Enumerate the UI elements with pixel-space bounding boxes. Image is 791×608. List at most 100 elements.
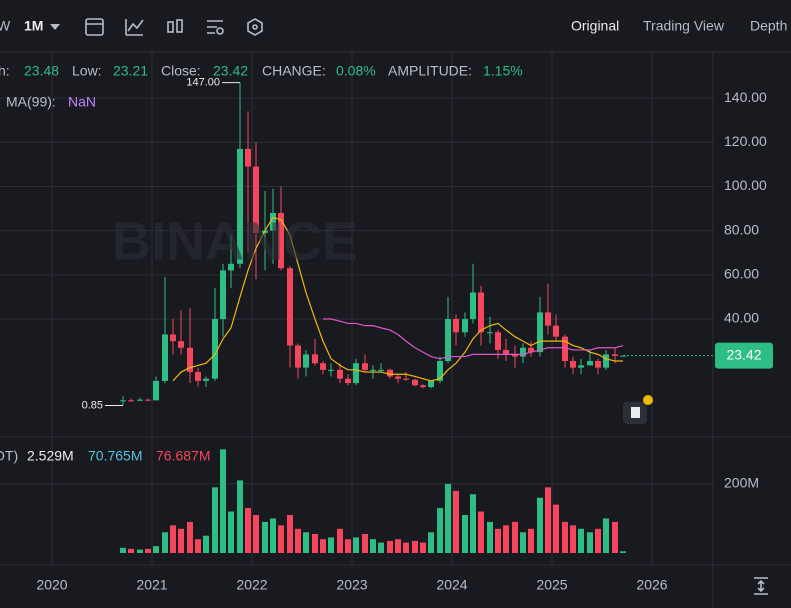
annotation-label: 0.85 bbox=[82, 399, 103, 411]
candle-body bbox=[187, 347, 193, 373]
volume-bar bbox=[395, 539, 401, 553]
candle-body bbox=[170, 334, 176, 342]
candle-body bbox=[287, 268, 293, 346]
volume-bar bbox=[203, 535, 209, 553]
volume-bar bbox=[353, 537, 359, 553]
candle-body bbox=[303, 354, 309, 368]
volume-bar bbox=[303, 532, 309, 553]
toolbar-icons[interactable] bbox=[85, 18, 263, 36]
view-tab[interactable]: Depth bbox=[750, 18, 787, 34]
candle-body bbox=[153, 380, 159, 401]
candle-body bbox=[612, 354, 618, 356]
candle-body bbox=[528, 347, 534, 353]
interval-tab[interactable]: W bbox=[0, 18, 11, 34]
candle-body bbox=[437, 360, 443, 381]
candle-body bbox=[603, 354, 609, 368]
dropdown-caret[interactable] bbox=[50, 24, 60, 30]
volume-bar bbox=[412, 540, 418, 553]
candle-body bbox=[453, 319, 459, 333]
volume-bar bbox=[153, 546, 159, 553]
x-tick-label: 2023 bbox=[336, 577, 367, 593]
candle-body bbox=[462, 319, 468, 333]
x-tick-label: 2022 bbox=[236, 577, 267, 593]
last-price-label: 23.42 bbox=[726, 346, 761, 362]
candle-body bbox=[337, 369, 343, 379]
volume-bar bbox=[370, 539, 376, 553]
info-value: 1.15% bbox=[483, 63, 523, 79]
candle-body bbox=[570, 360, 576, 368]
y-tick-label: 120.00 bbox=[724, 133, 767, 149]
volume-bar bbox=[287, 514, 293, 553]
volume-bar bbox=[520, 532, 526, 553]
ma-line bbox=[172, 216, 623, 382]
volume-label: OT) bbox=[0, 448, 18, 464]
candle-body bbox=[295, 345, 301, 368]
candle-body bbox=[503, 349, 509, 355]
volume-bar bbox=[328, 537, 334, 553]
y-tick-label: 140.00 bbox=[724, 89, 767, 105]
volume-bar bbox=[512, 521, 518, 553]
volume-bar bbox=[137, 549, 143, 553]
volume-bar bbox=[262, 521, 268, 553]
candle-body bbox=[162, 334, 168, 381]
volume-bar bbox=[220, 449, 226, 553]
view-tab-active[interactable]: Original bbox=[571, 18, 619, 34]
candle-body bbox=[237, 148, 243, 264]
volume-bar bbox=[378, 542, 384, 553]
volume-bar bbox=[195, 539, 201, 553]
volume-bar bbox=[253, 514, 259, 553]
volume-bar bbox=[295, 528, 301, 553]
fullscreen-icon[interactable] bbox=[754, 577, 768, 595]
volume-bar bbox=[503, 525, 509, 553]
volume-bar bbox=[420, 542, 426, 553]
candle-body bbox=[395, 376, 401, 379]
volume-bar bbox=[320, 539, 326, 553]
candle-body bbox=[387, 369, 393, 377]
candle-body bbox=[562, 336, 568, 361]
volume-bar bbox=[487, 521, 493, 553]
candle-body bbox=[545, 312, 551, 326]
candle-body bbox=[445, 319, 451, 361]
info-value: 23.21 bbox=[113, 63, 148, 79]
candle-body bbox=[412, 379, 418, 386]
volume-bar bbox=[403, 542, 409, 553]
notes-icon[interactable] bbox=[623, 395, 653, 424]
candle-body bbox=[487, 332, 493, 334]
volume-bar bbox=[212, 487, 218, 553]
volume-bar bbox=[178, 528, 184, 553]
volume-bar bbox=[570, 525, 576, 553]
candle-body bbox=[420, 385, 426, 388]
volume-bar bbox=[528, 528, 534, 553]
candle-body bbox=[537, 312, 543, 353]
candle-body bbox=[595, 360, 601, 368]
candle-body bbox=[312, 354, 318, 364]
candle-body bbox=[370, 369, 376, 371]
volume-bar bbox=[470, 494, 476, 553]
candle-body bbox=[520, 347, 526, 357]
candle-body bbox=[345, 378, 351, 384]
y-tick-label: 40.00 bbox=[724, 310, 759, 326]
info-label: AMPLITUDE: bbox=[388, 63, 472, 79]
ma-label: MA(99): bbox=[6, 94, 56, 110]
candle-body bbox=[587, 360, 593, 366]
info-label: Low: bbox=[72, 63, 102, 79]
annotation-label: 147.00 bbox=[186, 77, 220, 89]
candle-body bbox=[212, 319, 218, 379]
view-tab[interactable]: Trading View bbox=[643, 18, 725, 34]
volume-bar bbox=[462, 514, 468, 553]
candle-body bbox=[203, 378, 209, 381]
candle-body bbox=[512, 354, 518, 357]
candle-body bbox=[320, 363, 326, 370]
volume-value: 2.529M bbox=[27, 448, 74, 464]
last-price-badge bbox=[715, 342, 773, 369]
volume-bar bbox=[453, 490, 459, 553]
candle-body bbox=[362, 363, 368, 370]
volume-bar bbox=[278, 525, 284, 553]
x-tick-label: 2025 bbox=[536, 577, 567, 593]
candle-body bbox=[403, 378, 409, 380]
interval-tab-active[interactable]: 1M bbox=[24, 18, 43, 34]
candle-body bbox=[145, 399, 151, 401]
volume-bar bbox=[128, 548, 134, 553]
volume-bar bbox=[162, 532, 168, 553]
